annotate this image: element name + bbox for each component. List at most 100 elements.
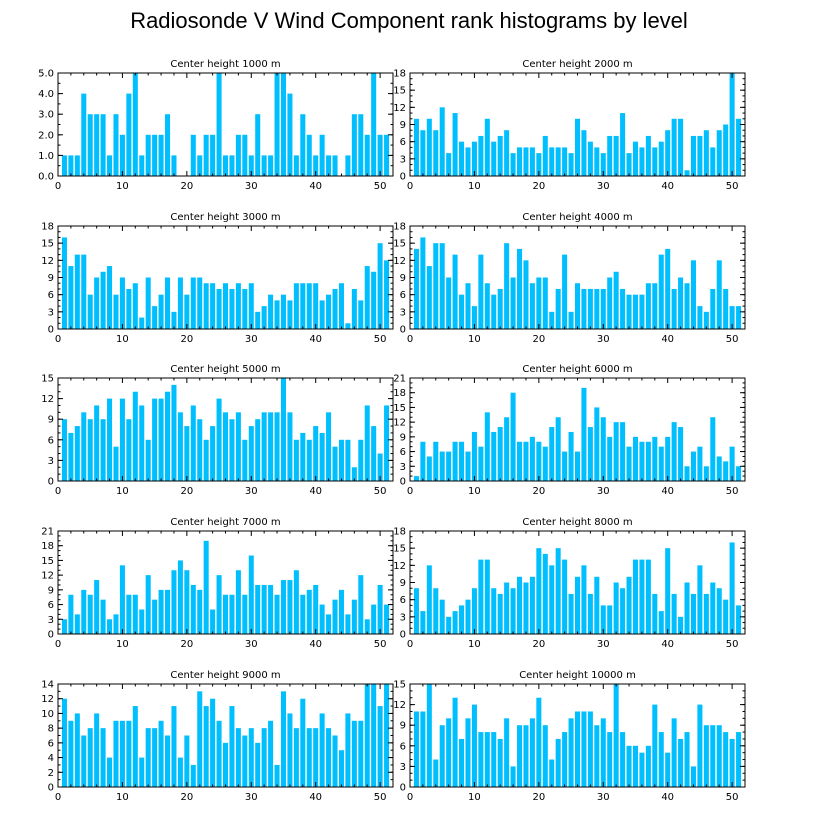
x-tick-label: 50 <box>374 181 387 192</box>
histogram-bar <box>568 718 574 787</box>
histogram-bar <box>678 277 684 329</box>
histogram-bar <box>87 419 93 481</box>
histogram-bar <box>439 243 445 329</box>
histogram-bar <box>171 570 177 634</box>
histogram-bar <box>68 266 74 329</box>
histogram-bar <box>280 73 286 176</box>
histogram-bar <box>248 155 254 176</box>
histogram-bar <box>61 419 67 481</box>
x-tick-label: 0 <box>407 792 413 803</box>
y-tick-label: 3 <box>48 456 54 467</box>
histogram-bar <box>145 575 151 634</box>
histogram-bar <box>446 616 452 634</box>
histogram-bar <box>645 283 651 329</box>
histogram-bar <box>364 619 370 634</box>
histogram-bar <box>484 732 490 787</box>
histogram-bar <box>119 565 125 634</box>
histogram-bar <box>652 593 658 634</box>
histogram-bar <box>529 283 535 329</box>
histogram-bar <box>371 271 377 329</box>
histogram-bar <box>658 446 664 481</box>
histogram-bar <box>594 576 600 634</box>
histogram-panel: Center height 2000 m 0 10 20 30 40 50 0 3 6 9 12 15 1… <box>393 59 746 192</box>
histogram-bar <box>248 283 254 329</box>
histogram-bar <box>613 684 619 787</box>
histogram-bar <box>210 283 216 329</box>
histogram-bar <box>371 73 377 176</box>
histogram-bar <box>338 439 344 481</box>
histogram-bar <box>645 745 651 787</box>
histogram-bar <box>268 294 274 329</box>
histogram-bar <box>620 288 626 329</box>
histogram-bar <box>126 288 132 329</box>
x-tick-label: 20 <box>180 792 193 803</box>
histogram-bar <box>613 135 619 176</box>
y-tick-label: 15 <box>41 556 54 567</box>
histogram-bar <box>261 155 267 176</box>
histogram-bar <box>113 614 119 634</box>
histogram-bar <box>723 461 729 481</box>
histogram-bar <box>364 684 370 787</box>
histogram-bar <box>652 283 658 329</box>
histogram-bar <box>510 392 516 481</box>
x-tick-label: 40 <box>309 792 322 803</box>
histogram-bar <box>313 155 319 176</box>
histogram-bar <box>100 114 106 176</box>
y-tick-label: 12 <box>393 256 406 267</box>
histogram-bar <box>600 417 606 481</box>
x-tick-label: 0 <box>407 181 413 192</box>
x-tick-label: 40 <box>661 792 674 803</box>
histogram-bar <box>177 757 183 787</box>
histogram-bar <box>594 288 600 329</box>
x-tick-label: 10 <box>468 486 481 497</box>
histogram-bar <box>171 706 177 787</box>
histogram-bar <box>165 391 171 481</box>
histogram-bar <box>632 436 638 481</box>
histogram-bar <box>345 614 351 634</box>
histogram-bar <box>319 432 325 481</box>
histogram-bar <box>184 570 190 634</box>
y-tick-label: 0 <box>48 783 54 794</box>
histogram-bar <box>351 720 357 787</box>
histogram-bar <box>87 294 93 329</box>
histogram-bar <box>665 130 671 176</box>
histogram-bar <box>248 426 254 481</box>
histogram-bar <box>574 451 581 481</box>
histogram-bar <box>510 277 516 329</box>
histogram-bar <box>203 134 209 176</box>
histogram-bar <box>542 446 548 481</box>
x-tick-label: 20 <box>532 792 545 803</box>
histogram-bar <box>478 732 484 787</box>
histogram-bar <box>261 306 267 329</box>
histogram-bar <box>68 155 74 176</box>
histogram-bar <box>87 114 93 176</box>
histogram-bar <box>216 575 222 634</box>
y-tick-label: 15 <box>393 680 406 691</box>
histogram-bar <box>351 114 357 176</box>
histogram-panel: Center height 10000 m 0 10 20 30 40 50 0 3 6 9 12 15 <box>393 670 746 803</box>
histogram-bar <box>504 417 510 481</box>
histogram-bar <box>74 713 80 787</box>
histogram-bar <box>452 441 458 481</box>
histogram-bar <box>326 294 332 329</box>
histogram-bar <box>562 559 568 634</box>
histogram-bar <box>517 441 523 481</box>
x-tick-label: 30 <box>245 486 258 497</box>
histogram-bar <box>280 378 286 481</box>
histogram-bar <box>523 147 529 176</box>
y-tick-label: 12 <box>41 394 54 405</box>
histogram-bar <box>300 594 306 634</box>
x-tick-label: 40 <box>661 334 674 345</box>
histogram-bar <box>690 766 696 787</box>
histogram-bar <box>697 446 703 481</box>
histogram-bar <box>61 155 67 176</box>
histogram-bar <box>345 155 351 176</box>
histogram-bar <box>594 725 600 787</box>
histogram-bar <box>684 466 690 481</box>
x-tick-label: 0 <box>55 792 61 803</box>
y-tick-label: 12 <box>41 571 54 582</box>
histogram-bar <box>459 605 465 634</box>
panel-title: Center height 6000 m <box>522 364 632 375</box>
main-title: Radiosonde V Wind Component rank histogr… <box>130 8 688 33</box>
panel-title: Center height 2000 m <box>522 59 632 70</box>
